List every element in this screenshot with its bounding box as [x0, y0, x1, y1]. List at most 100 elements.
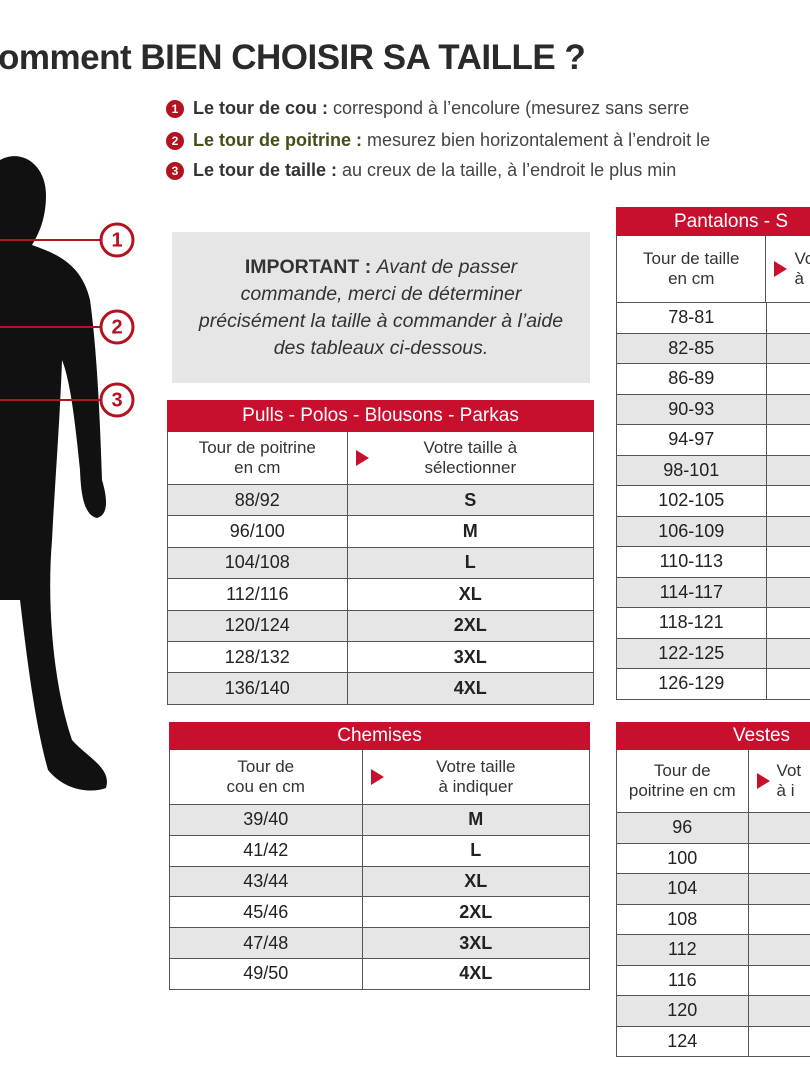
legend-text: mesurez bien horizontalement à l’endroit…: [367, 130, 711, 150]
silhouette: [0, 156, 107, 791]
legend-item: 3 Le tour de taille : au creux de la tai…: [166, 160, 676, 181]
silhouette-figure: 1 2 3: [0, 156, 135, 791]
table-header: Tour de poitrine en cm Vot à i: [616, 750, 810, 813]
table-row: 126-129: [616, 669, 810, 700]
measure-cell: 96: [617, 813, 749, 843]
size-cell: [749, 905, 810, 935]
size-cell: [767, 639, 810, 669]
table-row: 49/50 4XL: [169, 958, 590, 990]
table-row: 88/92 S: [167, 485, 594, 517]
size-table: Pulls - Polos - Blousons - Parkas Tour de…: [167, 400, 594, 705]
measure-cell: 41/42: [170, 835, 363, 866]
legend-item: 2 Le tour de poitrine : mesurez bien hor…: [166, 130, 710, 151]
size-cell: [749, 813, 810, 843]
measure-cell: 82-85: [617, 333, 767, 363]
header-cell: Vot à i: [749, 750, 810, 812]
marker-number: 2: [111, 316, 122, 338]
header-cell: Tour de poitrine en cm: [617, 750, 749, 812]
table-title: Chemises: [169, 722, 590, 750]
measure-cell: 126-129: [617, 669, 767, 699]
table-row: 120: [616, 996, 810, 1027]
measure-cell: 110-113: [617, 547, 767, 577]
header-line: sélectionner: [424, 458, 517, 477]
measure-cell: 104: [617, 874, 749, 904]
table-row: 128/132 3XL: [167, 641, 594, 674]
measure-cell: 106-109: [617, 516, 767, 546]
size-cell: [749, 935, 810, 965]
measure-cell: 96/100: [168, 516, 348, 547]
table-header: Tour de poitrine en cm Votre taille à sélec…: [167, 432, 594, 485]
table-row: 82-85: [616, 333, 810, 364]
marker-number: 1: [111, 229, 122, 251]
measure-cell: 108: [617, 904, 749, 934]
size-cell: S: [348, 485, 594, 516]
size-cell: 4XL: [348, 673, 594, 704]
notice-content: IMPORTANT : Avant de passer commande, me…: [194, 254, 568, 362]
size-cell: 2XL: [363, 897, 590, 928]
legend-text: au creux de la taille, à l’endroit le pl…: [342, 160, 677, 180]
size-cell: XL: [363, 866, 590, 897]
table-row: 110-113: [616, 547, 810, 578]
size-cell: [767, 517, 810, 547]
legend-term: Le tour de cou :: [193, 98, 328, 118]
size-cell: M: [348, 516, 594, 547]
title: omment BIEN CHOISIR SA TAILLE ?: [0, 38, 586, 77]
size-cell: [749, 966, 810, 996]
size-table: Vestes Tour de poitrine en cm Vot à i 96 100 10…: [616, 722, 810, 1057]
header-cell: Tour de taille en cm: [617, 236, 767, 302]
table-title: Vestes: [616, 722, 810, 750]
measure-cell: 49/50: [170, 958, 363, 989]
header-cell: Votre taille à indiquer: [363, 750, 590, 804]
header-line: Votre taille: [436, 757, 516, 776]
table-row: 86-89: [616, 364, 810, 395]
size-cell: XL: [348, 579, 594, 610]
measure-cell: 116: [617, 965, 749, 995]
size-cell: [767, 486, 810, 516]
table-title: Pulls - Polos - Blousons - Parkas: [167, 400, 594, 432]
size-cell: [749, 1027, 810, 1057]
measure-cell: 128/132: [168, 641, 348, 673]
table-row: 98-101: [616, 455, 810, 486]
header-line: Tour de taille: [643, 249, 740, 268]
size-cell: [767, 456, 810, 486]
header-arrow: [370, 768, 384, 785]
size-cell: [749, 996, 810, 1026]
header-line: en cm: [234, 458, 281, 477]
measure-cell: 112: [617, 935, 749, 965]
marker-circle: [99, 222, 135, 258]
measure-cell: 86-89: [617, 364, 767, 394]
header-cell: Tour de poitrine en cm: [168, 432, 348, 484]
size-cell: [767, 395, 810, 425]
header-line: à indiquer: [438, 777, 514, 796]
measure-cell: 114-117: [617, 577, 767, 607]
measure-cell: 45/46: [170, 897, 363, 928]
marker-circle: [99, 309, 135, 345]
measure-cell: 136/140: [168, 673, 348, 704]
size-cell: [767, 608, 810, 638]
measure-cell: 112/116: [168, 579, 348, 610]
measure-cell: 90-93: [617, 394, 767, 424]
header-line: Vo: [794, 249, 810, 268]
measure-cell: 43/44: [170, 866, 363, 897]
table-row: 120/124 2XL: [167, 610, 594, 642]
header-line: poitrine en cm: [628, 781, 736, 800]
table-row: 118-121: [616, 608, 810, 639]
header-arrow: [774, 260, 788, 277]
table-row: 90-93: [616, 394, 810, 425]
size-cell: [749, 844, 810, 874]
table-row: 124: [616, 1026, 810, 1057]
measure-cell: 122-125: [617, 638, 767, 668]
table-row: 104: [616, 874, 810, 905]
size-cell: M: [363, 805, 590, 835]
size-table: Chemises Tour de cou en cm Votre taille à in…: [169, 722, 590, 990]
marker-number: 3: [111, 389, 122, 411]
table-row: 112: [616, 935, 810, 966]
notice-text: Avant de passer commande, merci de déter…: [198, 255, 564, 359]
table-row: 116: [616, 965, 810, 996]
table-header: Tour de cou en cm Votre taille à indiquer: [169, 750, 590, 805]
measure-cell: 120/124: [168, 610, 348, 641]
measure-cell: 120: [617, 996, 749, 1026]
